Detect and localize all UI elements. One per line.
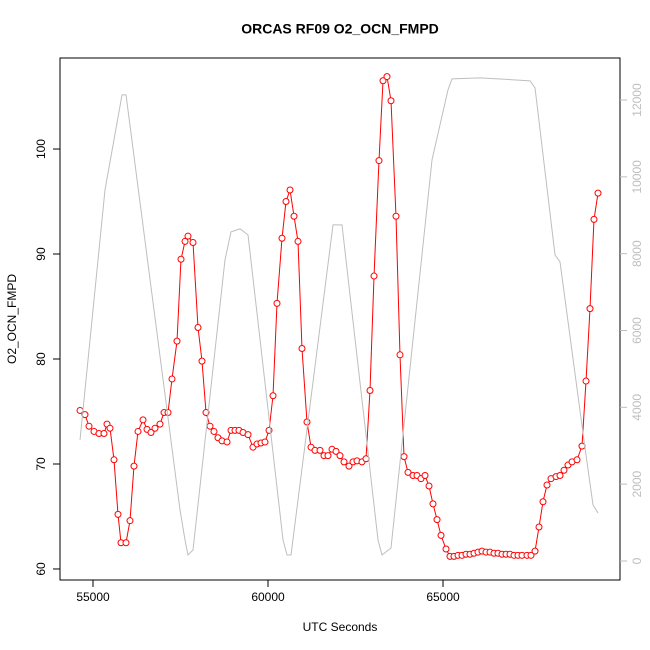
y2-tick-label: 10000 (630, 160, 644, 194)
data-point (437, 531, 445, 539)
data-point (189, 238, 197, 246)
data-point (173, 337, 181, 345)
data-point (244, 431, 252, 439)
x-tick-label: 55000 (76, 590, 110, 604)
series-line (79, 77, 599, 557)
data-point (366, 386, 374, 394)
data-point (286, 186, 294, 194)
x-axis-title: UTC Seconds (303, 620, 378, 634)
data-point (543, 481, 551, 489)
y2-tick-label: 8000 (630, 240, 644, 267)
y2-tick-label: 6000 (630, 317, 644, 344)
data-point (316, 446, 324, 454)
data-point (303, 418, 311, 426)
data-point (194, 324, 202, 332)
data-point (181, 237, 189, 245)
y2-tick-label: 2000 (630, 470, 644, 497)
data-point (261, 438, 269, 446)
data-point (134, 427, 142, 435)
y-axis-title: O2_OCN_FMPD (5, 274, 19, 364)
data-point (278, 234, 286, 242)
data-point (340, 458, 348, 466)
data-point (560, 466, 568, 474)
data-point (433, 516, 441, 524)
data-point (198, 357, 206, 365)
data-point (582, 377, 590, 385)
data-point (332, 447, 340, 455)
data-point (396, 351, 404, 359)
data-point (294, 237, 302, 245)
data-point (110, 456, 118, 464)
data-point (130, 462, 138, 470)
y-tick-label: 60 (34, 562, 48, 576)
data-point (81, 411, 89, 419)
x-tick-label: 65000 (426, 590, 460, 604)
data-point (586, 305, 594, 313)
data-point (156, 420, 164, 428)
data-point (269, 392, 277, 400)
data-point (147, 428, 155, 436)
data-point (535, 523, 543, 531)
data-point (590, 215, 598, 223)
data-point (184, 232, 192, 240)
data-point (122, 539, 130, 547)
data-point (282, 198, 290, 206)
y-tick-label: 70 (34, 457, 48, 471)
data-point (400, 453, 408, 461)
y2-tick-label: 4000 (630, 394, 644, 421)
y2-tick-label: 0 (630, 557, 644, 564)
data-point (223, 438, 231, 446)
data-point (387, 97, 395, 105)
x-tick-label: 60000 (251, 590, 285, 604)
y-tick-label: 80 (34, 352, 48, 366)
data-point (298, 345, 306, 353)
data-point (556, 472, 564, 480)
data-point (273, 299, 281, 307)
data-point (421, 472, 429, 480)
data-point (531, 547, 539, 555)
y-tick-label: 90 (34, 247, 48, 261)
data-point (539, 498, 547, 506)
data-point (336, 452, 344, 460)
data-point (85, 422, 93, 430)
data-point (442, 545, 450, 553)
plot-box (59, 57, 621, 581)
data-point (594, 189, 602, 197)
data-point (126, 517, 134, 525)
data-point (429, 500, 437, 508)
y2-tick-label: 12000 (630, 83, 644, 117)
data-point (345, 462, 353, 470)
data-point (100, 430, 108, 438)
data-point (324, 452, 332, 460)
data-point (106, 424, 114, 432)
data-point (383, 73, 391, 81)
data-point (290, 212, 298, 220)
data-point (573, 456, 581, 464)
data-point (76, 406, 84, 414)
data-point (168, 375, 176, 383)
data-point (370, 272, 378, 280)
data-point (151, 424, 159, 432)
data-point (177, 255, 185, 263)
data-point (425, 482, 433, 490)
data-point (404, 468, 412, 476)
chart-title: ORCAS RF09 O2_OCN_FMPD (241, 21, 439, 37)
data-point (210, 427, 218, 435)
data-point (392, 212, 400, 220)
data-point (139, 416, 147, 424)
data-point (527, 551, 535, 559)
y-tick-label: 100 (34, 139, 48, 159)
data-point (375, 157, 383, 165)
data-point (379, 77, 387, 85)
data-point (114, 510, 122, 518)
data-point (206, 422, 214, 430)
series-line (79, 75, 599, 557)
